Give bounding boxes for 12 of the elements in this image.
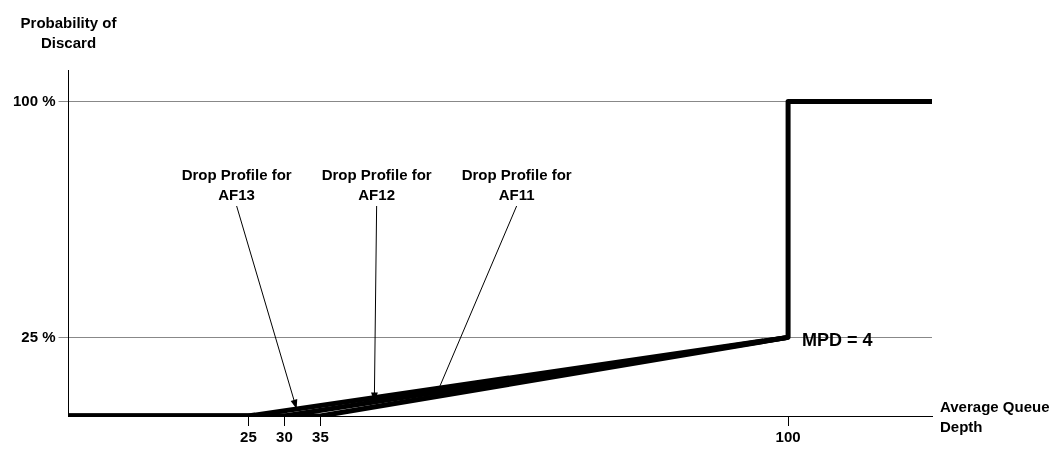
y-tick-label: 100 % [12,91,56,109]
annotation: Drop Profile for AF12 [321,166,432,203]
y-axis-title: Probability of Discard [20,14,118,51]
x-tick-label: 25 [240,428,257,446]
annotation: Drop Profile for AF11 [461,166,572,203]
x-tick-label: 100 [775,428,801,446]
annotation: MPD = 4 [802,330,873,351]
y-tick-label: 25 % [21,327,56,345]
annotation: Drop Profile for AF13 [181,166,292,203]
x-tick-label: 35 [312,428,329,446]
x-tick-label: 30 [276,428,293,446]
x-axis-title: Average Queue Depth [940,398,1050,436]
